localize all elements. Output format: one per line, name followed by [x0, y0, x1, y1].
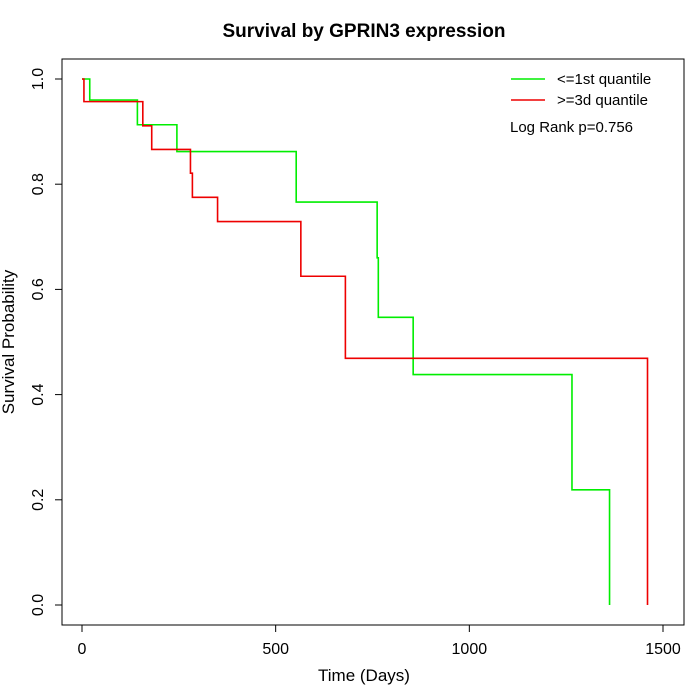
y-axis-label: Survival Probability [0, 269, 18, 414]
legend-label: >=3d quantile [557, 92, 648, 109]
legend: <=1st quantile >=3d quantile [511, 71, 651, 109]
x-tick-label: 1500 [645, 641, 681, 658]
chart-title: Survival by GPRIN3 expression [222, 21, 505, 42]
y-tick-label: 0.8 [30, 173, 47, 195]
survival-curve-series-1 [82, 78, 611, 605]
y-axis: 0.0 0.2 0.4 0.6 0.8 1.0 [30, 68, 63, 616]
x-axis-label: Time (Days) [318, 666, 410, 685]
legend-label: <=1st quantile [557, 71, 651, 88]
log-rank-annotation: Log Rank p=0.756 [510, 119, 633, 136]
x-axis: 0 500 1000 1500 [78, 624, 681, 658]
survival-curve-series-2 [82, 78, 649, 605]
x-tick-label: 0 [78, 641, 87, 658]
series-layer [82, 78, 649, 605]
y-tick-label: 0.0 [30, 594, 47, 616]
y-tick-label: 0.6 [30, 278, 47, 300]
x-tick-label: 1000 [452, 641, 488, 658]
y-tick-label: 0.4 [30, 383, 47, 405]
y-tick-label: 1.0 [30, 68, 47, 90]
plot-frame [61, 58, 685, 626]
y-tick-label: 0.2 [30, 489, 47, 511]
x-tick-label: 500 [262, 641, 289, 658]
